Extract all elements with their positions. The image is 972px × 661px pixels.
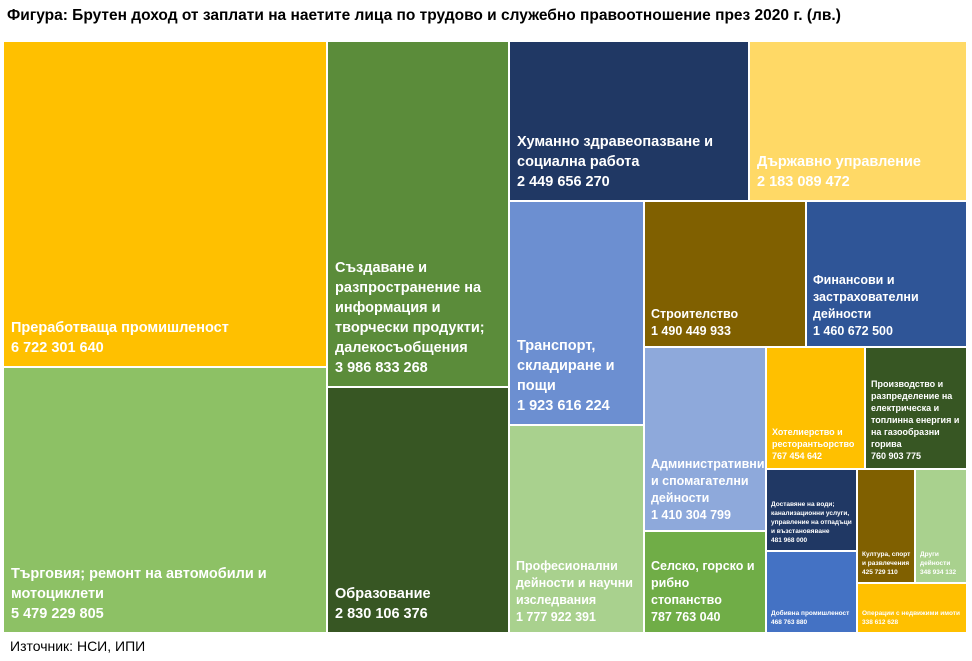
source-note: Източник: НСИ, ИПИ — [10, 638, 146, 654]
tile-value: 468 763 880 — [771, 619, 808, 626]
tile-label: Държавно управление — [757, 154, 921, 170]
tile-energy: Производство и разпределение на електрич… — [866, 348, 966, 468]
tile-label: Селско, горско и рибно стопанство — [651, 559, 755, 607]
tile-value: 425 729 110 — [862, 569, 898, 576]
tile-label: Други дейности — [920, 551, 951, 567]
tile-education: Образование 2 830 106 376 — [328, 388, 508, 632]
tile-value: 348 934 132 — [920, 569, 957, 576]
chart-title: Фигура: Брутен доход от заплати на наети… — [7, 7, 841, 24]
tile-manufacturing: Преработваща промишленост 6 722 301 640 — [4, 42, 326, 366]
tile-value: 1 410 304 799 — [651, 508, 731, 522]
tile-transport: Транспорт, складиране и пощи 1 923 616 2… — [510, 202, 643, 424]
tile-value: 767 454 642 — [772, 451, 823, 461]
tile-construction: Строителство 1 490 449 933 — [645, 202, 805, 346]
tile-label: Професионални дейности и научни изследва… — [516, 559, 633, 607]
tile-value: 3 986 833 268 — [335, 360, 428, 376]
tile-label: Строителство — [651, 307, 739, 321]
tile-label: Административни и спомагателни дейности — [651, 457, 765, 505]
tile-mining: Добивна промишленост 468 763 880 — [767, 552, 856, 632]
tile-value: 1 490 449 933 — [651, 324, 731, 338]
tile-label: Култура, спорт и развлечения — [862, 551, 911, 567]
tile-label: Търговия; ремонт на автомобили и мотоцик… — [11, 566, 267, 602]
tile-agriculture: Селско, горско и рибно стопанство 787 76… — [645, 532, 765, 632]
tile-culture: Култура, спорт и развлечения 425 729 110 — [858, 470, 914, 582]
tile-administrative: Административни и спомагателни дейности … — [645, 348, 765, 530]
tile-value: 2 449 656 270 — [517, 174, 610, 190]
tile-value: 6 722 301 640 — [11, 340, 104, 356]
tile-public-administration: Държавно управление 2 183 089 472 — [750, 42, 966, 200]
tile-value: 1 460 672 500 — [813, 324, 893, 338]
tile-value: 2 183 089 472 — [757, 174, 850, 190]
tile-label: Доставяне на води; канализационни услуги… — [771, 501, 852, 535]
tile-value: 1 777 922 391 — [516, 610, 596, 624]
tile-finance: Финансови и застрахователни дейности 1 4… — [807, 202, 966, 346]
tile-professional: Професионални дейности и научни изследва… — [510, 426, 643, 632]
tile-water-supply: Доставяне на води; канализационни услуги… — [767, 470, 856, 550]
tile-information: Създаване и разпространение на информаци… — [328, 42, 508, 386]
tile-label: Образование — [335, 586, 431, 602]
tile-value: 1 923 616 224 — [517, 398, 610, 414]
tile-label: Хуманно здравеопазване и социална работа — [517, 134, 714, 170]
tile-value: 481 968 000 — [771, 537, 808, 544]
tile-label: Производство и разпределение на електрич… — [871, 379, 960, 449]
tile-value: 5 479 229 805 — [11, 606, 104, 622]
tile-hospitality: Хотелиерство и ресторантьорство 767 454 … — [767, 348, 864, 468]
tile-value: 338 612 628 — [862, 619, 899, 626]
tile-real-estate: Операции с недвижими имоти 338 612 628 — [858, 584, 966, 632]
tile-other-activities: Други дейности 348 934 132 — [916, 470, 966, 582]
tile-value: 787 763 040 — [651, 610, 721, 624]
tile-value: 2 830 106 376 — [335, 606, 428, 622]
tile-label: Хотелиерство и ресторантьорство — [772, 427, 855, 449]
tile-label: Финансови и застрахователни дейности — [813, 273, 919, 321]
tile-label: Добивна промишленост — [771, 610, 850, 617]
tile-health: Хуманно здравеопазване и социална работа… — [510, 42, 748, 200]
tile-trade: Търговия; ремонт на автомобили и мотоцик… — [4, 368, 326, 632]
tile-label: Преработваща промишленост — [11, 320, 229, 336]
tile-label: Транспорт, складиране и пощи — [517, 338, 615, 394]
tile-label: Операции с недвижими имоти — [862, 610, 960, 617]
tile-label: Създаване и разпространение на информаци… — [335, 260, 485, 356]
tile-value: 760 903 775 — [871, 451, 922, 461]
